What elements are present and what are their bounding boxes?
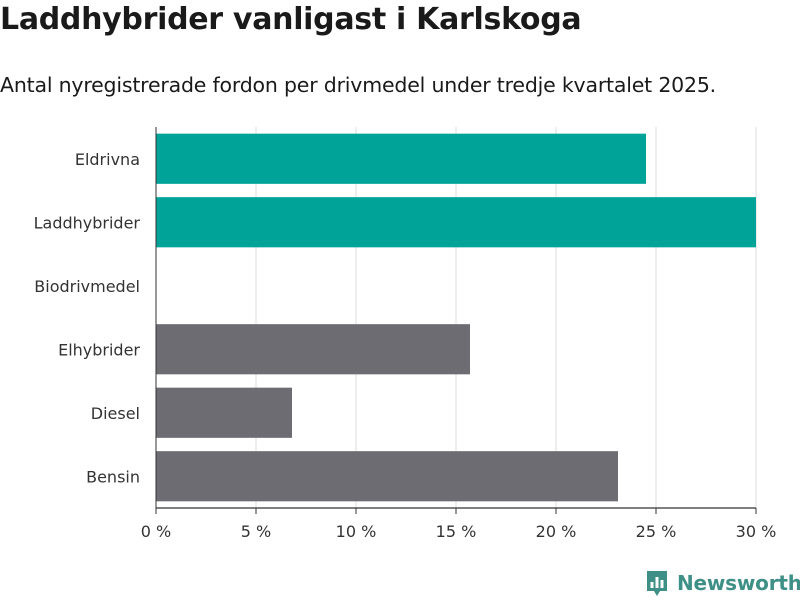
category-label: Biodrivmedel [34, 277, 140, 296]
bar-bensin [156, 451, 618, 502]
bar-elhybrider [156, 324, 470, 375]
brand-logo: Newsworthy [645, 568, 800, 598]
bar-diesel [156, 387, 292, 438]
bar-eldrivna [156, 133, 646, 184]
brand-name: Newsworthy [677, 571, 800, 595]
chart-subtitle: Antal nyregistrerade fordon per drivmede… [0, 73, 717, 97]
bar-chart-logo-icon [647, 571, 667, 596]
category-label: Eldrivna [75, 150, 140, 169]
category-label: Bensin [86, 467, 140, 486]
x-tick-label: 10 % [336, 522, 377, 541]
x-tick-label: 5 % [241, 522, 271, 541]
chart-title: Laddhybrider vanligast i Karlskoga [0, 2, 582, 37]
x-tick-label: 30 % [736, 522, 777, 541]
bars [156, 133, 756, 502]
x-tick-label: 0 % [141, 522, 171, 541]
category-label: Diesel [91, 404, 140, 423]
x-tick-label: 20 % [536, 522, 577, 541]
gridlines [255, 127, 757, 508]
category-label: Elhybrider [58, 340, 140, 359]
category-label: Laddhybrider [34, 213, 141, 232]
category-labels: Eldrivna Laddhybrider Biodrivmedel Elhybrid… [34, 150, 141, 487]
bar-laddhybrider [156, 197, 756, 248]
axes: 0 % 5 % 10 % 15 % 20 % 25 % 30 % [141, 127, 777, 541]
x-tick-label: 15 % [436, 522, 477, 541]
x-tick-label: 25 % [636, 522, 677, 541]
